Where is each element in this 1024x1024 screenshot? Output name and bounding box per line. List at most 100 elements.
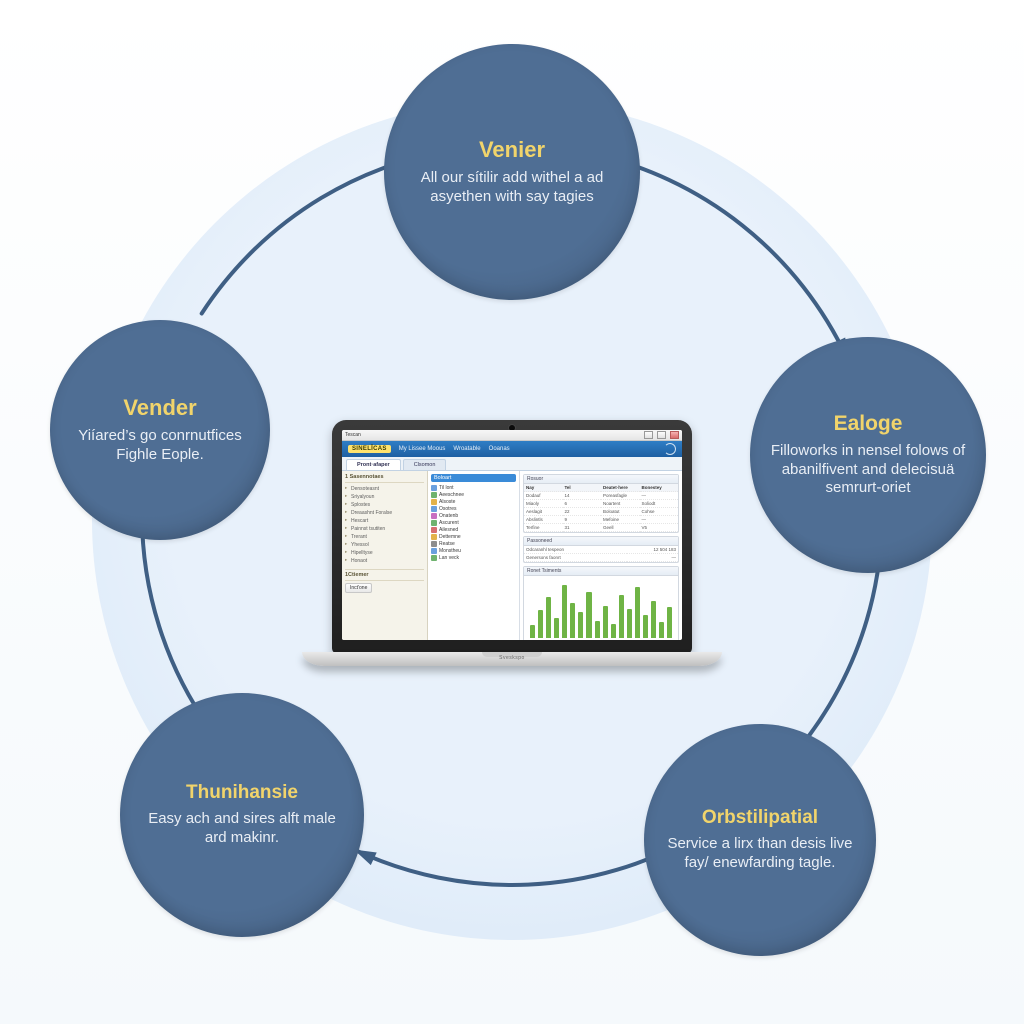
app-logo: SINELÎCAS xyxy=(348,445,391,453)
window-title: Tescan xyxy=(345,432,361,438)
cycle-node-n-left: Vender Yiíared’s go conrnutfices Fighle E… xyxy=(50,320,270,540)
ribbon-item-0[interactable]: My Lissee Moous xyxy=(399,446,446,452)
table-cell: Soliodt xyxy=(640,500,679,508)
sidebar-item-0[interactable]: Densoteasnt xyxy=(345,485,424,493)
tree-item-9[interactable]: Monstheu xyxy=(431,547,516,554)
cycle-node-n-bleft: ThunihansieEasy ach and sires alft male … xyxy=(120,693,364,937)
tree-item-6[interactable]: Ailesned xyxy=(431,526,516,533)
tree-item-0[interactable]: Til lont xyxy=(431,484,516,491)
summary-cell: Odcaranhl tespeon xyxy=(524,546,627,554)
tree-item-5[interactable]: Ascurent xyxy=(431,519,516,526)
cycle-node-n-top: Venier All our sítilir add withel a ad as… xyxy=(384,44,640,300)
sidebar-item-5[interactable]: Painnst tsutiten xyxy=(345,525,424,533)
table-col-header: Bonestey xyxy=(640,484,679,492)
data-table: NayTelDeatet·hereBonesteyDodauf14Poreasf… xyxy=(524,484,678,532)
tree-item-icon xyxy=(431,513,437,519)
tree-item-icon xyxy=(431,527,437,533)
table-cell: 22 xyxy=(563,508,602,516)
summary-header: Passoneed xyxy=(524,537,678,546)
chart-bar-2 xyxy=(546,597,551,638)
tree-item-icon xyxy=(431,506,437,512)
table-cell: Mefoine xyxy=(601,516,640,524)
node-title: Vender xyxy=(123,395,196,421)
tree-item-4[interactable]: Onatenb xyxy=(431,512,516,519)
table-cell: Miaoly xyxy=(524,500,563,508)
chart-bar-16 xyxy=(659,622,664,638)
tree-item-label: Dettemne xyxy=(439,534,461,540)
sidebar-item-7[interactable]: Yhessol xyxy=(345,541,424,549)
chart-bar-15 xyxy=(651,601,656,638)
chart-bar-0 xyxy=(530,625,535,638)
laptop-mock: Tescan SINELÎCAS My Lissee Moous Wroatable O… xyxy=(302,420,722,666)
table-cell: Cohse xyxy=(640,508,679,516)
tree-item-label: Monstheu xyxy=(439,548,461,554)
laptop-base: Sveskspo xyxy=(302,652,722,666)
tree-item-7[interactable]: Dettemne xyxy=(431,533,516,540)
table-cell: Boloatut xyxy=(601,508,640,516)
sidebar-header: 1 Sasennotaes xyxy=(345,474,424,483)
infographic-stage: Venier All our sítilir add withel a ad as… xyxy=(0,0,1024,1024)
sidebar-item-6[interactable]: Trerant xyxy=(345,533,424,541)
tree-item-2[interactable]: Alsoste xyxy=(431,498,516,505)
tree-item-label: Onatenb xyxy=(439,513,458,519)
tree-item-label: Ailesned xyxy=(439,527,458,533)
tree-item-10[interactable]: Lan veck xyxy=(431,554,516,561)
tab-1[interactable]: Clsomon xyxy=(403,459,447,470)
tree-item-8[interactable]: Reatse xyxy=(431,540,516,547)
tree-item-icon xyxy=(431,492,437,498)
tree-item-label: Til lont xyxy=(439,485,454,491)
chart-bar-7 xyxy=(586,592,591,638)
table-cell: Aeslagit xyxy=(524,508,563,516)
table-cell: Terfine xyxy=(524,524,563,532)
ribbon-item-1[interactable]: Wroatable xyxy=(453,446,480,452)
sidebar-item-8[interactable]: Hipelltyse xyxy=(345,549,424,557)
sidebar-item-3[interactable]: Dreaashnt Foralse xyxy=(345,509,424,517)
sidebar-item-9[interactable]: Honaot xyxy=(345,557,424,565)
chart-bar-1 xyxy=(538,610,543,638)
sidebar-item-4[interactable]: Hescart xyxy=(345,517,424,525)
tab-0[interactable]: Pront·afaper xyxy=(346,459,401,470)
tree-item-icon xyxy=(431,499,437,505)
tree-item-icon xyxy=(431,555,437,561)
sidebar-item-1[interactable]: Sriyalyoun xyxy=(345,493,424,501)
window-close-button[interactable] xyxy=(670,431,679,439)
window-minimize-button[interactable] xyxy=(644,431,653,439)
table-cell: 6 xyxy=(563,500,602,508)
app-ribbon: SINELÎCAS My Lissee Moous Wroatable Ooanas xyxy=(342,441,682,457)
node-title: Venier xyxy=(479,137,545,163)
chart-bar-10 xyxy=(611,624,616,638)
table-cell: Abslintls xyxy=(524,516,563,524)
chart-bar-9 xyxy=(603,606,608,638)
tree-item-3[interactable]: Osotres xyxy=(431,505,516,512)
chart-bar-14 xyxy=(643,615,648,638)
app-tree: BoloartTil lontAeeschneeAlsosteOsotresOn… xyxy=(428,471,520,640)
cycle-node-n-bright: OrbstilipatialService a lirx than desis … xyxy=(644,724,876,956)
table-cell: 14 xyxy=(563,492,602,500)
sidebar-action-button[interactable]: Inct'one xyxy=(345,583,372,593)
node-body: Filloworks in nensel folows of abanilfiv… xyxy=(768,442,968,498)
app-sidebar: 1 Sasennotaes DensoteasntSriyalyounSplost… xyxy=(342,471,428,640)
node-body: All our sítilir add withel a ad asyethen… xyxy=(402,169,622,207)
tree-item-label: Alsoste xyxy=(439,499,455,505)
node-body: Yiíared’s go conrnutfices Fighle Eople. xyxy=(68,427,252,465)
tree-item-label: Osotres xyxy=(439,506,457,512)
sidebar-item-2[interactable]: Splostes xyxy=(345,501,424,509)
ribbon-item-2[interactable]: Ooanas xyxy=(489,446,510,452)
chart-header: Ronet Tsiments xyxy=(524,567,678,576)
cycle-node-n-right: EalogeFilloworks in nensel folows of aba… xyxy=(750,337,986,573)
chart-bar-4 xyxy=(562,585,567,638)
table-col-header: Deatet·here xyxy=(601,484,640,492)
tree-item-1[interactable]: Aeeschnee xyxy=(431,491,516,498)
window-maximize-button[interactable] xyxy=(657,431,666,439)
node-title: Orbstilipatial xyxy=(702,807,818,829)
table-col-header: Tel xyxy=(563,484,602,492)
tree-item-label: Lan veck xyxy=(439,555,459,561)
window-titlebar: Tescan xyxy=(342,430,682,441)
tree-item-icon xyxy=(431,485,437,491)
chart-panel: Ronet Tsiments xyxy=(523,566,679,640)
chart-bar-3 xyxy=(554,618,559,638)
app-tabs: Pront·afaperClsomon xyxy=(342,457,682,471)
app-body: 1 Sasennotaes DensoteasntSriyalyounSplost… xyxy=(342,471,682,640)
refresh-icon[interactable] xyxy=(664,443,676,455)
chart-bar-5 xyxy=(570,603,575,638)
